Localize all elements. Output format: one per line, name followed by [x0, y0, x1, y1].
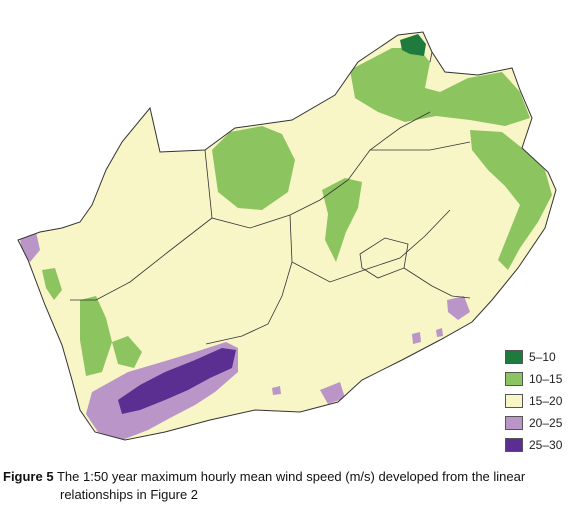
legend-swatch	[505, 372, 523, 386]
zone-10-15	[42, 48, 552, 376]
provincial-boundaries	[70, 51, 471, 345]
zone-5-10	[400, 34, 426, 56]
zone-25-30	[118, 348, 236, 414]
map-legend: 5–10 10–15 15–20 20–25 25–30	[505, 346, 562, 456]
caption-text-line1: The 1:50 year maximum hourly mean wind s…	[56, 469, 526, 484]
legend-label: 5–10	[529, 350, 556, 364]
legend-label: 25–30	[529, 438, 563, 452]
legend-label: 10–15	[529, 372, 563, 386]
legend-swatch	[505, 438, 523, 452]
wind-speed-map	[17, 31, 557, 441]
legend-swatch	[505, 416, 523, 430]
legend-label: 15–20	[529, 394, 563, 408]
legend-item-5-10: 5–10	[505, 346, 562, 368]
caption-label: Figure 5	[3, 469, 54, 484]
legend-item-20-25: 20–25	[505, 412, 562, 434]
legend-item-15-20: 15–20	[505, 390, 562, 412]
legend-label: 20–25	[529, 416, 563, 430]
country-border	[17, 31, 557, 441]
legend-item-10-15: 10–15	[505, 368, 562, 390]
legend-swatch	[505, 394, 523, 408]
legend-swatch	[505, 350, 523, 364]
land-area	[18, 32, 556, 440]
legend-item-25-30: 25–30	[505, 434, 562, 456]
figure-caption: Figure 5 The 1:50 year maximum hourly me…	[3, 468, 573, 504]
caption-text-line2: relationships in Figure 2	[60, 487, 199, 502]
